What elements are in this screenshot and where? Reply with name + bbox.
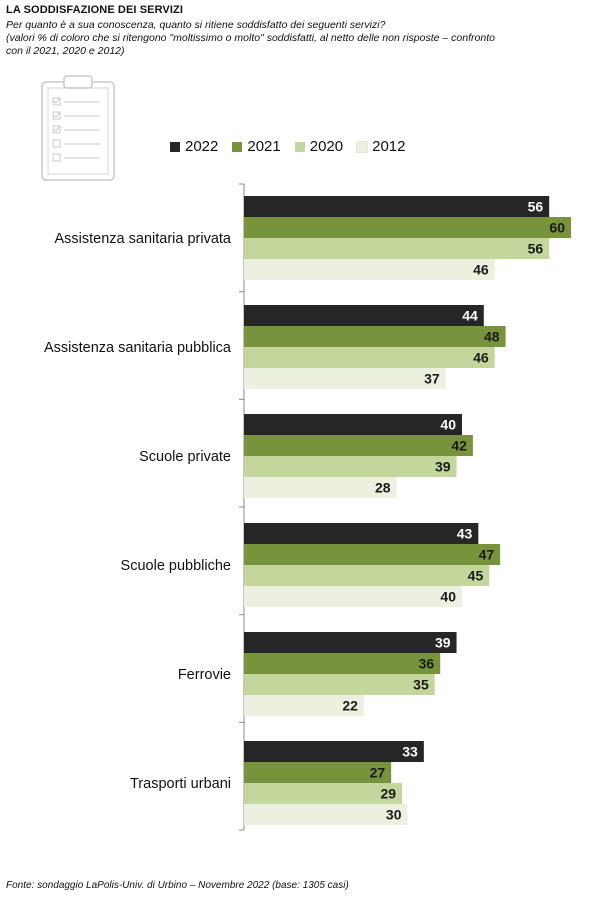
bar-2020 <box>244 674 435 695</box>
bar-2012 <box>244 695 364 716</box>
category-label: Ferrovie <box>178 667 231 683</box>
legend-item-2021: 2021 <box>232 138 281 155</box>
bar-2022 <box>244 741 424 762</box>
data-label-2020: 39 <box>435 459 451 475</box>
legend-label-2012: 2012 <box>372 138 406 155</box>
legend-item-2022: 2022 <box>170 138 218 155</box>
subtitle-line-1: Per quanto è a sua conoscenza, quanto si… <box>6 19 386 31</box>
bar-2020 <box>244 456 457 477</box>
category-label: Trasporti urbani <box>130 776 231 792</box>
bar-2021 <box>244 217 571 238</box>
category-label: Assistenza sanitaria pubblica <box>44 340 232 356</box>
legend-swatch-2012 <box>356 140 369 153</box>
bar-2020 <box>244 347 495 368</box>
legend-label-2022: 2022 <box>185 138 219 155</box>
data-label-2012: 22 <box>342 698 358 714</box>
legend-item-2012: 2012 <box>356 138 406 155</box>
data-label-2012: 37 <box>424 371 440 387</box>
bar-2012 <box>244 804 408 825</box>
bar-2020 <box>244 238 550 259</box>
legend-label-2021: 2021 <box>247 138 281 155</box>
category-label: Scuole private <box>139 449 231 465</box>
bar-2022 <box>244 196 550 217</box>
bar-2012 <box>244 586 462 607</box>
bar-2021 <box>244 544 501 565</box>
clipboard-checklist-icon <box>41 75 115 181</box>
data-label-2022: 56 <box>528 199 544 215</box>
bar-2021 <box>244 653 441 674</box>
bar-2020 <box>244 565 490 586</box>
legend-swatch-2021 <box>232 141 243 152</box>
bar-2022 <box>244 305 484 326</box>
bar-2021 <box>244 762 392 783</box>
legend-swatch-2022 <box>170 141 180 152</box>
data-label-2012: 30 <box>386 807 402 823</box>
data-label-2022: 43 <box>457 526 473 542</box>
data-label-2020: 46 <box>473 350 489 366</box>
data-label-2020: 45 <box>468 568 484 584</box>
legend-label-2020: 2020 <box>309 138 344 155</box>
data-label-2022: 39 <box>435 635 451 651</box>
data-label-2021: 42 <box>451 438 467 454</box>
bar-2022 <box>244 523 479 544</box>
data-label-2021: 47 <box>479 547 495 563</box>
data-label-2012: 46 <box>473 262 489 278</box>
data-label-2021: 27 <box>370 765 386 781</box>
data-label-2020: 29 <box>380 786 396 802</box>
data-label-2020: 56 <box>528 241 544 257</box>
chart-subtitle: Per quanto è a sua conoscenza, quanto si… <box>6 19 591 58</box>
bar-2012 <box>244 477 397 498</box>
bar-2021 <box>244 326 506 347</box>
data-label-2012: 28 <box>375 480 391 496</box>
category-label: Assistenza sanitaria privata <box>55 231 232 247</box>
data-label-2022: 40 <box>440 417 456 433</box>
subtitle-line-2: (valori % di coloro che si ritengono "mo… <box>6 32 495 44</box>
chart-title: LA SODDISFAZIONE DEI SERVIZI <box>6 4 183 16</box>
data-label-2020: 35 <box>413 677 429 693</box>
source-note: Fonte: sondaggio LaPolis-Univ. di Urbino… <box>6 880 349 891</box>
data-label-2012: 40 <box>440 589 456 605</box>
bar-2022 <box>244 414 462 435</box>
data-label-2021: 48 <box>484 329 500 345</box>
data-label-2022: 44 <box>462 308 478 324</box>
legend-item-2020: 2020 <box>294 138 344 155</box>
bar-2012 <box>244 259 495 280</box>
subtitle-line-3: con il 2021, 2020 e 2012) <box>6 45 125 57</box>
data-label-2021: 36 <box>419 656 435 672</box>
bar-2020 <box>244 783 403 804</box>
bar-2012 <box>244 368 446 389</box>
data-label-2021: 60 <box>549 220 565 236</box>
bar-2022 <box>244 632 457 653</box>
bar-2021 <box>244 435 473 456</box>
category-label: Scuole pubbliche <box>121 558 231 574</box>
data-label-2022: 33 <box>402 744 418 760</box>
chart-legend: 2022 2021 2020 2012 <box>170 138 406 155</box>
legend-swatch-2020 <box>294 141 305 152</box>
